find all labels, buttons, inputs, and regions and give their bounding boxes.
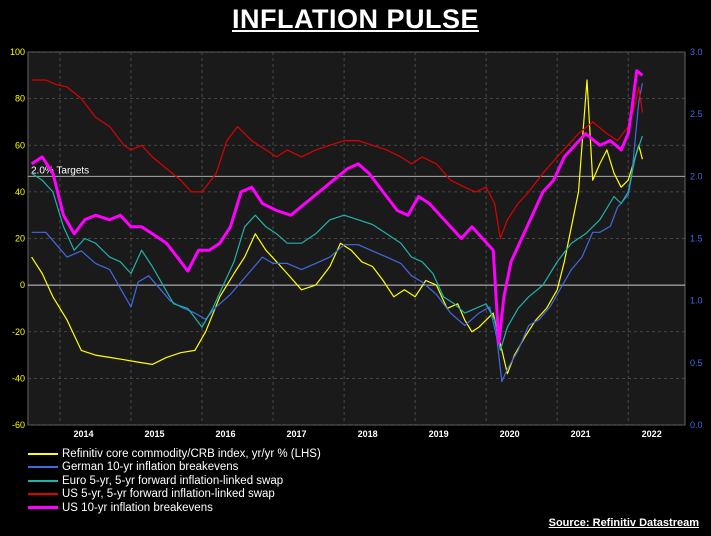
y-left-tick-label: 40 [15,187,25,197]
series-line-3 [31,79,643,240]
legend-label: US 5-yr, 5-yr forward inflation-linked s… [62,488,275,501]
x-tick-label: 2015 [144,429,164,439]
x-tick-label: 2017 [287,429,307,439]
legend-item: US 10-yr inflation breakevens [28,501,321,515]
y-left-tick-label: -40 [12,373,25,383]
y-left-tick-label: 20 [15,234,25,244]
y-right-tick-label: 2.0 [690,171,703,181]
legend: Refinitiv core commodity/CRB index, yr/y… [28,447,321,515]
y-left-tick-label: -20 [12,327,25,337]
series-line-2 [31,135,643,351]
x-tick-label: 2021 [571,429,591,439]
legend-item: Euro 5-yr, 5-yr forward inflation-linked… [28,474,321,488]
legend-label: German 10-yr inflation breakevens [62,461,239,474]
source-text: Source: Refinitiv Datastream [548,517,699,529]
y-right-tick-label: 3.0 [690,47,703,57]
x-tick-label: 2016 [216,429,236,439]
legend-item: US 5-yr, 5-yr forward inflation-linked s… [28,488,321,502]
legend-label: Refinitiv core commodity/CRB index, yr/y… [62,447,321,460]
x-tick-label: 2019 [429,429,449,439]
legend-label: Euro 5-yr, 5-yr forward inflation-linked… [62,474,284,487]
legend-swatch [28,493,58,496]
y-right-tick-label: 0.5 [690,358,703,368]
series-line-1 [31,82,643,383]
x-tick-label: 2022 [642,429,662,439]
target-label: 2.0% Targets [31,165,89,176]
y-left-tick-label: 60 [15,140,25,150]
chart-title: INFLATION PULSE [232,4,479,34]
series-line-0 [31,79,643,375]
y-left-tick-label: 100 [10,47,25,57]
y-left-tick-label: 80 [15,94,25,104]
y-right-tick-label: 1.0 [690,296,703,306]
series-line-4 [30,69,644,345]
y-left-tick-label: -60 [12,420,25,430]
x-tick-label: 2020 [500,429,520,439]
legend-swatch [28,506,58,510]
x-tick-label: 2018 [358,429,378,439]
legend-item: Refinitiv core commodity/CRB index, yr/y… [28,447,321,461]
legend-swatch [28,479,58,482]
legend-label: US 10-yr inflation breakevens [62,501,213,514]
legend-item: German 10-yr inflation breakevens [28,461,321,475]
legend-swatch [28,452,58,455]
y-right-tick-label: 0.0 [690,420,703,430]
y-right-tick-label: 1.5 [690,234,703,244]
y-left-tick-label: 0 [20,280,25,290]
legend-swatch [28,466,58,469]
x-tick-label: 2014 [73,429,93,439]
y-right-tick-label: 2.5 [690,109,703,119]
